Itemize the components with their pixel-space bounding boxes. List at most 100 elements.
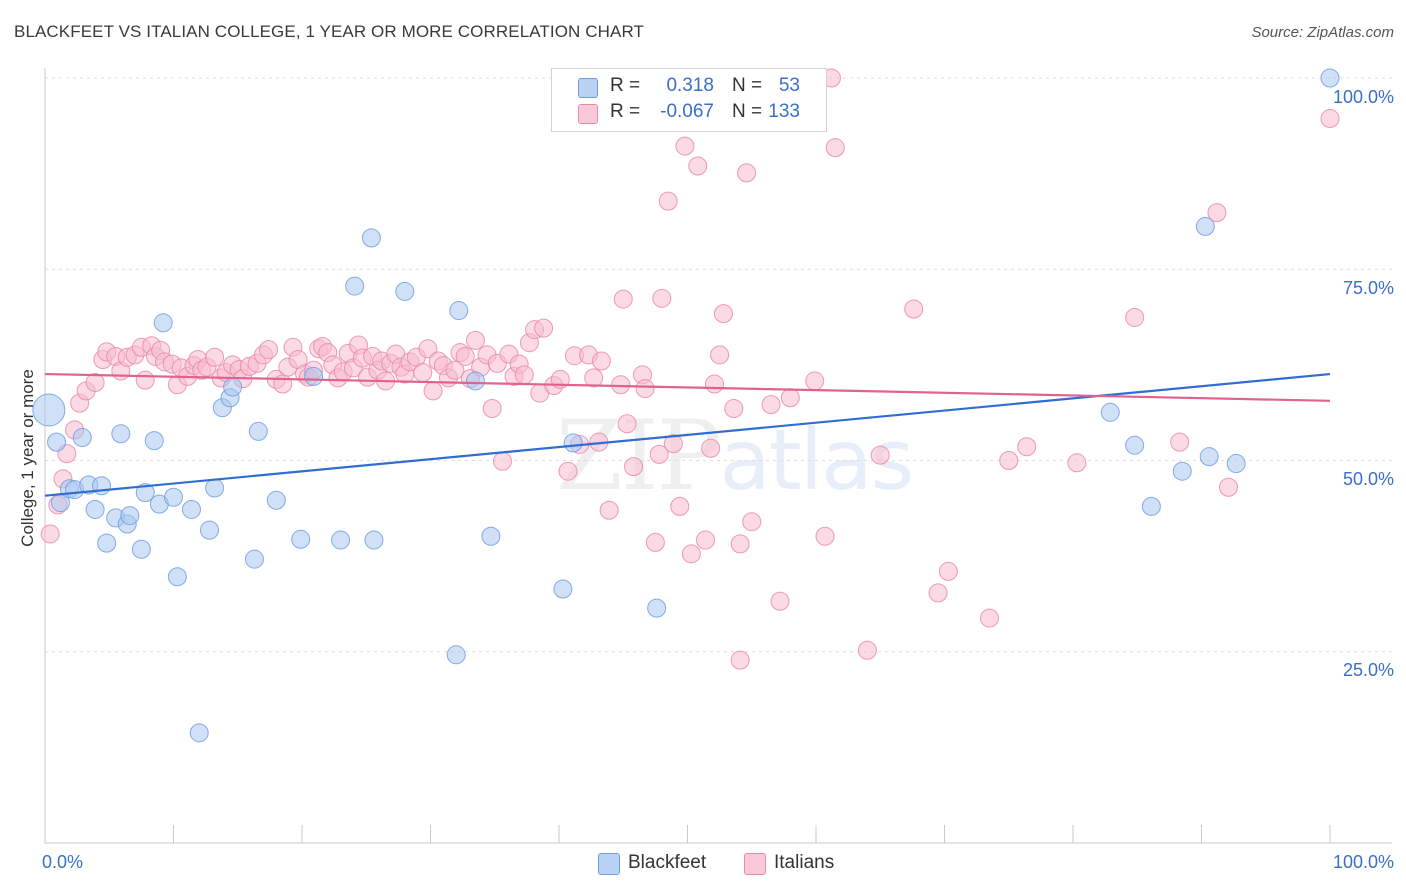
point-italians-102 bbox=[617, 414, 637, 434]
point-italians-121 bbox=[761, 395, 781, 415]
point-italians-118 bbox=[730, 534, 750, 554]
point-blackfeet-52 bbox=[1320, 68, 1340, 88]
legend-swatch-italians bbox=[744, 853, 766, 875]
point-italians-131 bbox=[938, 561, 958, 581]
point-blackfeet-49 bbox=[1195, 216, 1215, 236]
point-blackfeet-48 bbox=[1172, 461, 1192, 481]
point-italians-111 bbox=[675, 136, 695, 156]
point-italians-90 bbox=[534, 318, 554, 338]
point-italians-147 bbox=[649, 444, 669, 464]
points-layer bbox=[32, 68, 1340, 743]
point-italians-116 bbox=[710, 345, 730, 365]
point-italians-100 bbox=[611, 375, 631, 395]
point-blackfeet-39 bbox=[449, 301, 469, 321]
point-blackfeet-44 bbox=[647, 598, 667, 618]
point-italians-119 bbox=[737, 163, 757, 183]
point-italians-68 bbox=[418, 339, 438, 359]
point-blackfeet-33 bbox=[331, 530, 351, 550]
point-blackfeet-29 bbox=[248, 421, 268, 441]
point-blackfeet-0 bbox=[32, 393, 66, 427]
point-italians-135 bbox=[1067, 453, 1087, 473]
legend-n-value-italians: 133 bbox=[768, 101, 800, 122]
point-italians-137 bbox=[1170, 432, 1190, 452]
stats-legend: R = 0.318 N = 53 R = -0.067 N = 133 bbox=[551, 68, 827, 132]
y-tick-label-50: 50.0% bbox=[1342, 469, 1394, 489]
point-italians-108 bbox=[658, 191, 678, 211]
point-italians-126 bbox=[825, 138, 845, 158]
point-blackfeet-40 bbox=[465, 371, 485, 391]
point-blackfeet-7 bbox=[85, 499, 105, 519]
point-italians-7 bbox=[85, 372, 105, 392]
point-blackfeet-42 bbox=[553, 579, 573, 599]
point-italians-125 bbox=[815, 526, 835, 546]
point-italians-73 bbox=[445, 360, 465, 380]
point-blackfeet-22 bbox=[189, 723, 209, 743]
y-tick-label-75: 75.0% bbox=[1342, 278, 1394, 298]
point-italians-80 bbox=[482, 398, 502, 418]
point-blackfeet-16 bbox=[144, 431, 164, 451]
point-italians-67 bbox=[413, 363, 433, 383]
point-blackfeet-32 bbox=[304, 366, 324, 386]
point-blackfeet-46 bbox=[1125, 435, 1145, 455]
legend-label-blackfeet: Blackfeet bbox=[628, 852, 707, 873]
y-tick-label-25: 25.0% bbox=[1342, 660, 1394, 680]
point-blackfeet-11 bbox=[111, 424, 131, 444]
point-italians-130 bbox=[928, 583, 948, 603]
legend-n-label: N = bbox=[732, 101, 763, 122]
point-blackfeet-21 bbox=[181, 499, 201, 519]
point-italians-110 bbox=[670, 496, 690, 516]
point-italians-122 bbox=[770, 591, 790, 611]
point-blackfeet-47 bbox=[1141, 496, 1161, 516]
point-italians-139 bbox=[1218, 477, 1238, 497]
point-italians-28 bbox=[205, 347, 225, 367]
trend-line-blackfeet bbox=[44, 372, 1331, 497]
point-italians-114 bbox=[695, 530, 715, 550]
point-blackfeet-36 bbox=[364, 530, 384, 550]
point-italians-128 bbox=[870, 445, 890, 465]
point-italians-115 bbox=[701, 438, 721, 458]
point-blackfeet-14 bbox=[131, 539, 151, 559]
point-blackfeet-1 bbox=[47, 432, 67, 452]
point-blackfeet-24 bbox=[205, 478, 225, 498]
point-italians-120 bbox=[742, 512, 762, 532]
point-italians-0 bbox=[40, 524, 60, 544]
legend-row-blackfeet: R = 0.318 N = 53 bbox=[552, 74, 826, 102]
legend-r-label: R = bbox=[610, 75, 641, 96]
point-blackfeet-51 bbox=[1226, 454, 1246, 474]
point-italians-112 bbox=[681, 544, 701, 564]
point-italians-82 bbox=[492, 451, 512, 471]
point-blackfeet-34 bbox=[345, 276, 365, 296]
point-italians-93 bbox=[558, 461, 578, 481]
legend-n-label: N = bbox=[732, 75, 763, 96]
point-blackfeet-28 bbox=[244, 549, 264, 569]
legend-row-italians: R = -0.067 N = 133 bbox=[552, 100, 826, 128]
point-blackfeet-45 bbox=[1100, 402, 1120, 422]
point-blackfeet-5 bbox=[72, 428, 92, 448]
watermark-zip: ZIP bbox=[556, 400, 721, 512]
point-italians-69 bbox=[423, 381, 443, 401]
point-blackfeet-35 bbox=[361, 228, 381, 248]
point-italians-101 bbox=[613, 289, 633, 309]
point-blackfeet-13 bbox=[120, 506, 140, 526]
chart-title: BLACKFEET VS ITALIAN COLLEGE, 1 YEAR OR … bbox=[14, 22, 645, 41]
legend-r-value-blackfeet: 0.318 bbox=[666, 75, 714, 96]
point-italians-142 bbox=[724, 398, 744, 418]
y-tick-label-100: 100.0% bbox=[1332, 87, 1394, 107]
point-italians-132 bbox=[979, 608, 999, 628]
legend-swatch-italians bbox=[578, 104, 598, 124]
legend-swatch-blackfeet bbox=[598, 853, 620, 875]
legend-n-value-blackfeet: 53 bbox=[778, 75, 800, 96]
point-blackfeet-38 bbox=[446, 645, 466, 665]
y-axis-title: College, 1 year or more bbox=[18, 369, 37, 547]
point-blackfeet-31 bbox=[291, 529, 311, 549]
point-italians-123 bbox=[780, 388, 800, 408]
point-italians-124 bbox=[805, 371, 825, 391]
point-italians-106 bbox=[645, 532, 665, 552]
point-italians-98 bbox=[591, 351, 611, 371]
point-italians-117 bbox=[713, 304, 733, 324]
point-blackfeet-9 bbox=[97, 533, 117, 553]
legend-swatch-blackfeet bbox=[578, 78, 598, 98]
point-italians-129 bbox=[904, 299, 924, 319]
point-blackfeet-30 bbox=[266, 490, 286, 510]
x-tick-label-max: 100.0% bbox=[1332, 852, 1394, 872]
